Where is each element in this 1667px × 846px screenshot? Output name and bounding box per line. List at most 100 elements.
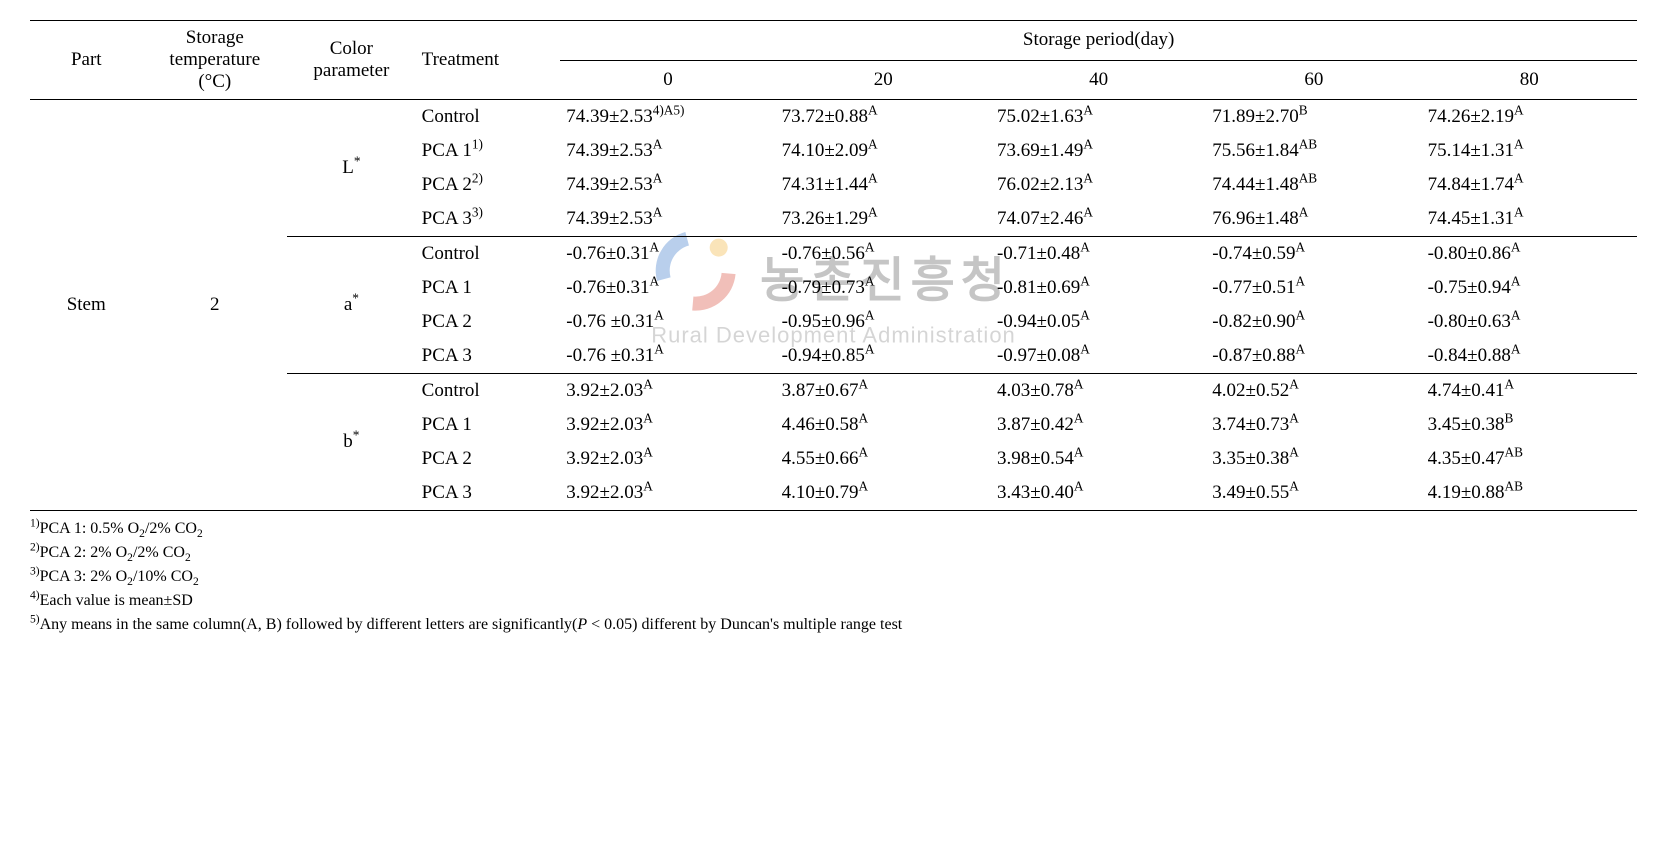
value-cell: 74.44±1.48AB (1206, 168, 1421, 202)
value-cell: 3.92±2.03A (560, 476, 775, 511)
value-sup: A (1080, 240, 1090, 255)
footnote-1: 1)PCA 1: 0.5% O2/2% CO2 (30, 517, 1637, 541)
value-sup: A (643, 445, 653, 460)
value-sup: A (1083, 103, 1093, 118)
param-L: L* (287, 100, 416, 237)
value: 74.31±1.44 (782, 174, 868, 195)
value: 75.14±1.31 (1428, 140, 1514, 161)
col-day-80: 80 (1422, 60, 1637, 100)
treatment-cell: PCA 3 (416, 339, 561, 374)
value: 3.87±0.67 (782, 380, 859, 401)
value-sup: A (865, 342, 875, 357)
value-sup: A (1514, 137, 1524, 152)
value-cell: -0.74±0.59A (1206, 237, 1421, 272)
col-day-40: 40 (991, 60, 1206, 100)
value-sup: A (868, 205, 878, 220)
value-cell: -0.94±0.85A (776, 339, 991, 374)
value: 4.55±0.66 (782, 448, 859, 469)
value-cell: 3.45±0.38B (1422, 408, 1637, 442)
value: -0.82±0.90 (1212, 311, 1295, 332)
value: -0.87±0.88 (1212, 345, 1295, 366)
value-sup: A (1289, 479, 1299, 494)
value-cell: -0.94±0.05A (991, 305, 1206, 339)
value: -0.77±0.51 (1212, 277, 1295, 298)
value: 3.92±2.03 (566, 448, 643, 469)
value-cell: 3.35±0.38A (1206, 442, 1421, 476)
treatment-cell: PCA 11) (416, 134, 561, 168)
value-sup: A (1289, 411, 1299, 426)
footnote-3: 3)PCA 3: 2% O2/10% CO2 (30, 565, 1637, 589)
value-sup: A (643, 479, 653, 494)
value-cell: 3.49±0.55A (1206, 476, 1421, 511)
value: 74.84±1.74 (1428, 174, 1514, 195)
value-sup: A (650, 240, 660, 255)
treatment-label: PCA 3 (422, 208, 472, 229)
value: -0.84±0.88 (1428, 345, 1511, 366)
value: 3.92±2.03 (566, 482, 643, 503)
value: -0.76±0.31 (566, 277, 649, 298)
value-sup: A (1074, 479, 1084, 494)
value-cell: 3.92±2.03A (560, 408, 775, 442)
value: 3.74±0.73 (1212, 414, 1289, 435)
value: -0.79±0.73 (782, 277, 865, 298)
color-param-l2: parameter (313, 60, 389, 81)
fn-marker: 3) (30, 566, 40, 578)
table-header: Part Storage temperature (°C) Color para… (30, 21, 1637, 100)
value: -0.76 ±0.31 (566, 345, 654, 366)
value: 76.02±2.13 (997, 174, 1083, 195)
fn-marker: 2) (30, 542, 40, 554)
storage-temp-l1: Storage (186, 27, 244, 48)
value: 74.10±2.09 (782, 140, 868, 161)
value: -0.97±0.08 (997, 345, 1080, 366)
value: -0.75±0.94 (1428, 277, 1511, 298)
treatment-fn: 2) (472, 171, 483, 186)
value-cell: 74.45±1.31A (1422, 202, 1637, 237)
value-cell: -0.76 ±0.31A (560, 339, 775, 374)
value-sup: A (1074, 377, 1084, 392)
value-sup: A (1083, 205, 1093, 220)
value-cell: 75.02±1.63A (991, 100, 1206, 135)
temp-cell: 2 (142, 100, 287, 511)
value-cell: -0.79±0.73A (776, 271, 991, 305)
col-storage-period: Storage period(day) (560, 21, 1637, 61)
col-day-20: 20 (776, 60, 991, 100)
value: 3.92±2.03 (566, 380, 643, 401)
value-cell: 76.02±2.13A (991, 168, 1206, 202)
value-sup: A (1505, 377, 1515, 392)
fn-text: /10% CO (133, 568, 193, 585)
treatment-cell: PCA 1 (416, 408, 561, 442)
col-color-param: Color parameter (287, 21, 416, 100)
value-sup: A (1074, 411, 1084, 426)
value-sup: A (868, 137, 878, 152)
value: 3.43±0.40 (997, 482, 1074, 503)
value-cell: 4.35±0.47AB (1422, 442, 1637, 476)
value-cell: 3.92±2.03A (560, 442, 775, 476)
value-sup: A (868, 171, 878, 186)
value-sup: A (650, 274, 660, 289)
value: -0.94±0.05 (997, 311, 1080, 332)
value: -0.80±0.63 (1428, 311, 1511, 332)
value-sup: A (1296, 274, 1306, 289)
value: 4.19±0.88 (1428, 482, 1505, 503)
fn-text: Any means in the same column(A, B) follo… (40, 616, 578, 633)
value-sup: A (1511, 308, 1521, 323)
value: 74.39±2.53 (566, 174, 652, 195)
table-row: Stem 2 L* Control 74.39±2.534)A5) 73.72±… (30, 100, 1637, 135)
param-b: b* (287, 374, 416, 511)
fn-text-ital: P (577, 616, 587, 633)
value-sup: A (1514, 205, 1524, 220)
value: 3.49±0.55 (1212, 482, 1289, 503)
value-cell: -0.81±0.69A (991, 271, 1206, 305)
treatment-cell: PCA 22) (416, 168, 561, 202)
value: 3.98±0.54 (997, 448, 1074, 469)
value-sup: A (1074, 445, 1084, 460)
value-sup: A (1514, 171, 1524, 186)
value-sup: A (1080, 308, 1090, 323)
value-cell: 73.72±0.88A (776, 100, 991, 135)
value-sup: B (1299, 103, 1308, 118)
value: -0.94±0.85 (782, 345, 865, 366)
treatment-cell: Control (416, 237, 561, 272)
value: 75.02±1.63 (997, 106, 1083, 127)
value: 3.35±0.38 (1212, 448, 1289, 469)
value: 3.87±0.42 (997, 414, 1074, 435)
